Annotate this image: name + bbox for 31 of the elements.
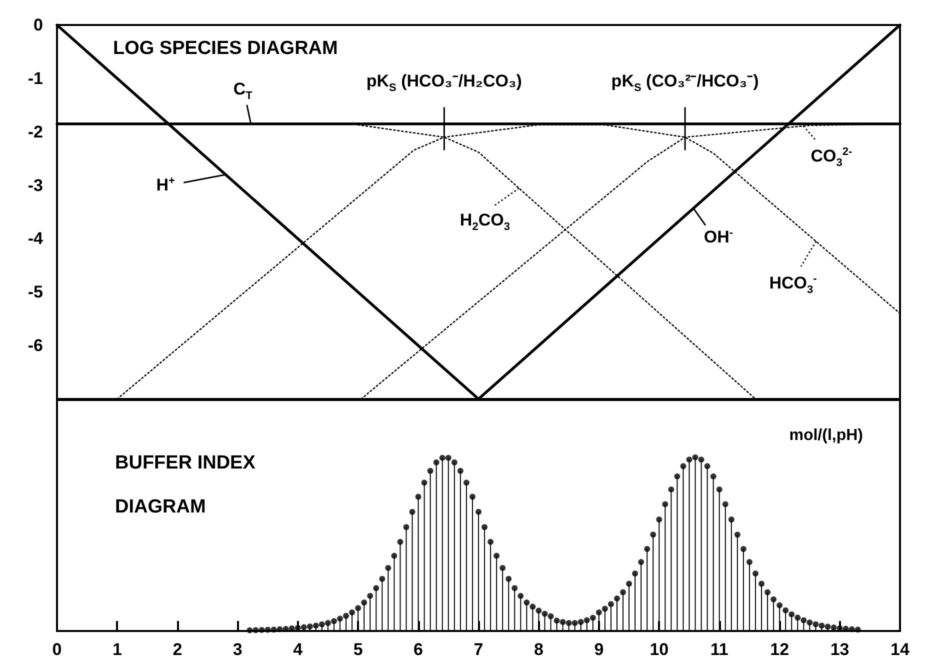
series-label: C$_{T}$: [233, 79, 252, 102]
y-tick-label: -3: [28, 176, 43, 195]
x-tick-label: 1: [112, 640, 122, 659]
x-tick-label: 11: [710, 640, 728, 659]
x-tick-label: 6: [414, 640, 424, 659]
legend-label: H$_{2}$CO$_{3}$: [460, 210, 510, 234]
x-tick-label: 3: [232, 640, 242, 659]
y-tick-label: -6: [28, 336, 43, 356]
x-tick-label: 8: [534, 640, 544, 659]
y-tick-label: -1: [28, 68, 43, 88]
y-axis-title: mol/(l,pH): [789, 427, 863, 444]
y-tick-label: 0: [34, 16, 43, 34]
x-tick-label: 7: [474, 640, 484, 659]
x-tick-label: 0: [52, 640, 62, 659]
annotation: pK$_{S}$ (HCO₃⁻/H₂CO₃): [366, 72, 522, 94]
x-tick-label: 10: [650, 640, 669, 659]
x-tick-label: 2: [172, 640, 182, 659]
y-tick-label: -4: [28, 229, 44, 248]
series-label: H$^{+}$: [156, 174, 175, 194]
y-tick-label: -5: [28, 282, 43, 302]
legend-label: OH$^{-}$: [704, 227, 734, 247]
text: LOG SPECIES DIAGRAM: [113, 38, 338, 59]
x-tick-label: 9: [594, 640, 604, 659]
x-tick-label: 5: [353, 640, 363, 659]
y-tick-label: -2: [28, 122, 43, 142]
x-tick-label: 12: [770, 640, 790, 659]
annotation: pK$_{S}$ (CO₃²⁻/HCO₃⁻): [611, 72, 759, 94]
x-tick-label: 13: [830, 640, 850, 659]
chart-title: BUFFER INDEX DIAGRAM: [115, 452, 256, 518]
x-tick-label: 4: [293, 640, 304, 659]
x-tick-label: 14: [890, 640, 910, 659]
